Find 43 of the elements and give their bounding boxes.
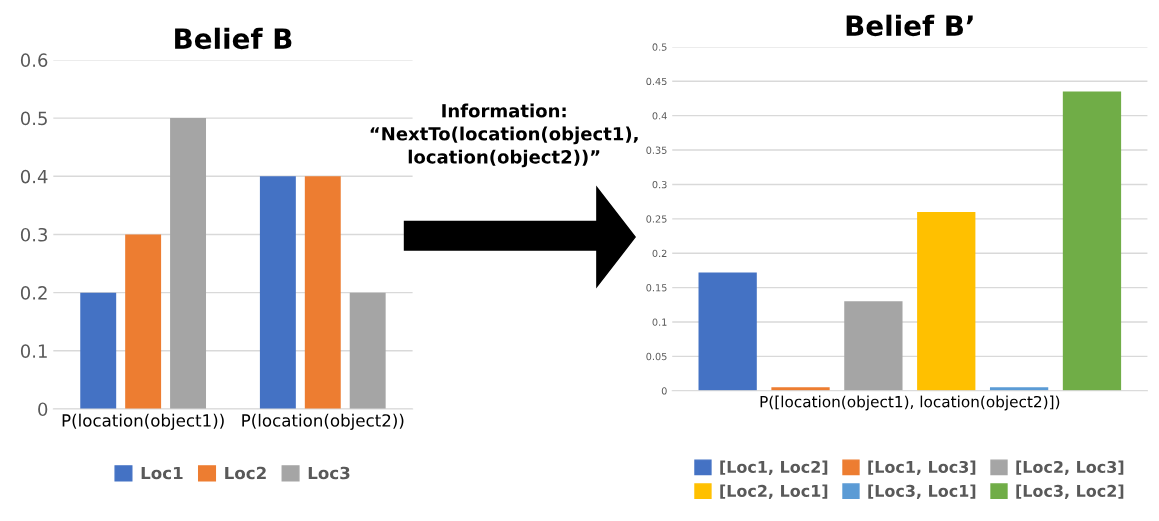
y-tick-label: 0.1 [652,318,667,326]
y-tick-label: 0.5 [652,43,667,51]
bar [1062,91,1122,391]
y-tick-label: 0.15 [646,284,667,292]
y-tick-label: 0.2 [652,249,667,258]
bar [349,292,386,409]
legend-label: [Loc1, Loc3] [868,460,976,476]
y-tick-label: 0.45 [646,77,667,86]
y-tick-label: 0.5 [20,111,47,126]
bar [80,292,117,409]
legend-label: [Loc2, Loc3] [1016,460,1124,476]
legend-label: Loc1 [141,466,183,480]
x-tick-label: P([location(object1), location(object2)]) [760,395,1060,411]
y-tick-label: 0.6 [20,53,48,68]
y-tick-label: 0.05 [646,352,667,361]
chart-title: Belief B [175,27,292,50]
bar [698,272,757,391]
legend-label: [Loc3, Loc2] [1016,484,1124,499]
legend-label: Loc2 [225,466,266,480]
y-tick-label: 0.2 [20,286,47,300]
bar [125,234,162,409]
y-tick-label: 0.3 [652,180,667,189]
x-tick-label: P(location(object2)) [242,413,404,430]
bar [917,211,976,391]
legend-label: [Loc2, Loc1] [720,484,828,499]
y-tick-label: 0.1 [20,344,47,358]
y-tick-label: 0.4 [20,169,48,184]
y-tick-label: 0 [38,402,48,417]
x-tick-label: P(location(object1)) [62,413,224,430]
bar [304,176,341,409]
y-tick-label: 0 [661,387,667,395]
bar [844,301,903,391]
y-tick-label: 0.3 [20,227,48,242]
legend-label: [Loc1, Loc2] [720,460,828,476]
bar [259,176,296,409]
annotation: Information: “NextTo(location(object1), location(object2))” [370,103,638,168]
y-tick-label: 0.4 [652,112,667,120]
y-tick-label: 0.35 [646,146,667,154]
bar [170,118,207,409]
chart-title: Belief B’ [846,14,973,37]
legend-label: [Loc3, Loc1] [868,484,976,499]
legend-label: Loc3 [308,466,350,480]
y-tick-label: 0.25 [646,215,667,223]
